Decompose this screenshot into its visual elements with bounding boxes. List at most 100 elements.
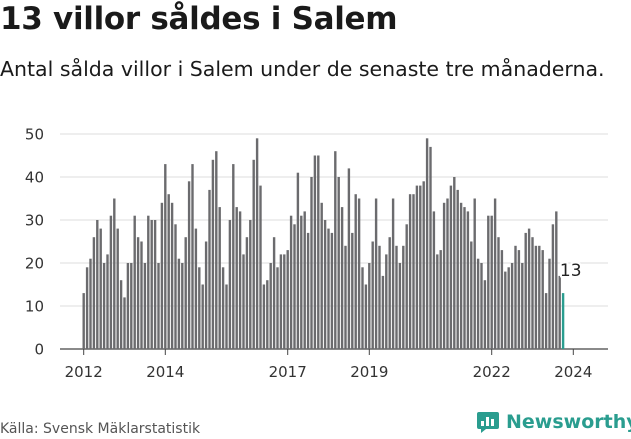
bar — [143, 263, 147, 349]
bar — [252, 159, 255, 349]
bar — [521, 263, 524, 349]
bar — [374, 198, 378, 349]
bar — [449, 185, 453, 349]
bar — [198, 267, 201, 349]
bar — [303, 211, 306, 349]
bar — [527, 228, 531, 349]
bar — [408, 194, 412, 349]
bar — [340, 207, 344, 349]
bar — [504, 271, 507, 349]
bar — [347, 168, 351, 349]
x-axis-ticks: 2012 2014 2017 2019 2022 2024 — [65, 349, 592, 381]
bar — [337, 177, 340, 349]
bar — [92, 237, 96, 349]
x-tick-label: 2017 — [269, 363, 307, 381]
bar — [500, 250, 504, 349]
bar — [317, 155, 320, 349]
annotation-label: 13 — [560, 261, 582, 281]
source-note: Källa: Svensk Mäklarstatistik — [0, 421, 201, 437]
bar — [153, 220, 157, 349]
newsworthy-logo[interactable]: Newsworthy — [476, 408, 631, 436]
bar — [225, 284, 228, 349]
y-tick-label: 0 — [34, 341, 44, 359]
bar — [442, 202, 446, 349]
bar — [378, 245, 381, 349]
bar — [555, 211, 558, 349]
bar — [160, 202, 164, 349]
x-tick-label: 2014 — [146, 363, 184, 381]
bar — [531, 237, 534, 349]
bar — [262, 284, 266, 349]
y-tick-label: 20 — [25, 255, 44, 273]
bar — [85, 267, 89, 349]
bar — [456, 189, 459, 349]
bar — [405, 224, 408, 349]
bar — [473, 198, 476, 349]
bar — [109, 215, 113, 349]
bar — [558, 275, 561, 349]
bar — [106, 254, 109, 349]
bar — [391, 198, 395, 349]
bar — [422, 181, 425, 349]
bar — [330, 232, 334, 349]
bar — [463, 207, 466, 349]
bar — [344, 245, 347, 349]
bar — [439, 250, 442, 349]
bar — [130, 263, 133, 349]
bar — [419, 185, 422, 349]
bar — [381, 275, 385, 349]
bar — [242, 254, 245, 349]
bar — [402, 245, 405, 349]
bar — [174, 224, 177, 349]
bar — [398, 263, 402, 349]
chart-subtitle: Antal sålda villor i Salem under de sena… — [0, 57, 605, 81]
bar — [184, 237, 187, 349]
bar — [96, 220, 99, 349]
y-axis-ticks: 0 10 20 30 40 50 — [25, 126, 44, 359]
bar — [395, 245, 398, 349]
bar — [123, 297, 126, 349]
bar — [276, 267, 279, 349]
bar — [269, 263, 272, 349]
bar — [215, 151, 218, 349]
bar — [191, 164, 194, 349]
bar — [323, 220, 327, 349]
bar — [293, 224, 296, 349]
bar — [357, 198, 361, 349]
y-tick-label: 10 — [25, 298, 44, 316]
bar — [385, 254, 388, 349]
bar — [259, 185, 262, 349]
bar — [119, 280, 123, 349]
bar — [493, 198, 497, 349]
bar — [167, 194, 170, 349]
bar — [551, 224, 555, 349]
bar — [388, 237, 391, 349]
bar — [89, 258, 92, 349]
bar — [249, 220, 252, 349]
x-tick-label: 2019 — [350, 363, 388, 381]
bar — [544, 293, 548, 349]
bar — [221, 267, 225, 349]
brand-name: Newsworthy — [506, 411, 631, 433]
bar — [289, 215, 293, 349]
bar — [170, 202, 174, 349]
bar — [286, 250, 289, 349]
bar — [466, 211, 470, 349]
bar — [272, 237, 276, 349]
bar — [446, 198, 449, 349]
bar — [181, 263, 184, 349]
chart-title: 13 villor såldes i Salem — [0, 1, 398, 37]
bar — [204, 241, 208, 349]
bar — [412, 194, 415, 349]
bar — [133, 215, 136, 349]
newsworthy-chart-icon — [477, 412, 499, 433]
y-tick-label: 50 — [25, 126, 44, 144]
bar — [157, 263, 160, 349]
bar — [459, 202, 463, 349]
bar — [245, 237, 249, 349]
bar — [334, 151, 337, 349]
bar — [201, 284, 204, 349]
bar — [415, 185, 419, 349]
bar — [364, 284, 368, 349]
bar — [279, 254, 283, 349]
